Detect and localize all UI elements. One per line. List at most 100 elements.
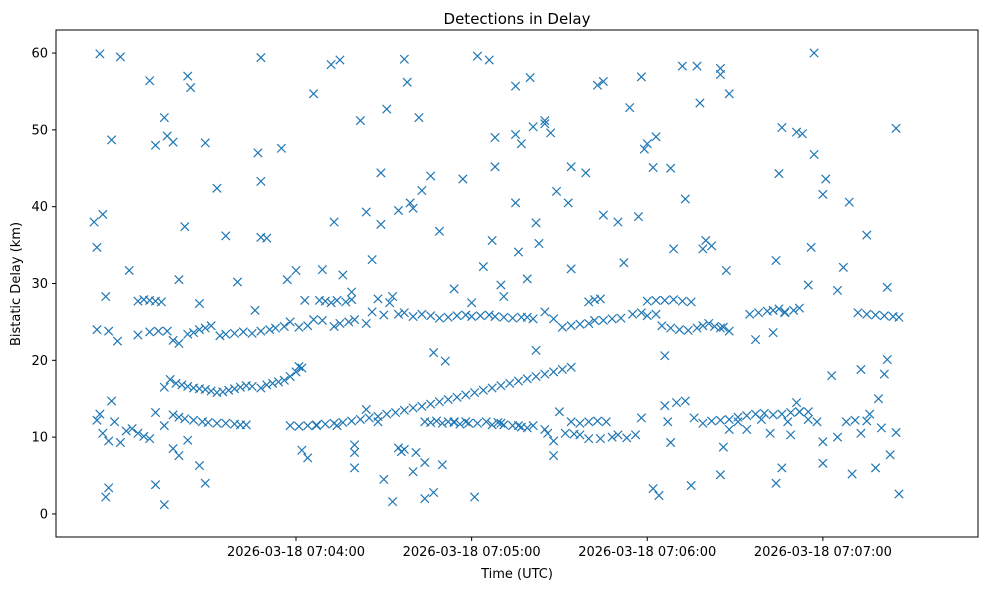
data-point	[630, 430, 641, 440]
data-point	[464, 418, 474, 428]
data-point	[513, 376, 524, 386]
data-point	[200, 478, 210, 488]
chart-title: Detections in Delay	[444, 10, 591, 28]
data-point	[876, 423, 887, 433]
data-point	[677, 61, 687, 71]
data-point	[329, 217, 339, 227]
data-point	[183, 381, 193, 392]
data-point	[440, 356, 450, 366]
data-point	[522, 274, 532, 284]
data-point	[452, 311, 462, 321]
data-point	[592, 80, 603, 90]
data-point	[267, 378, 278, 388]
data-point	[554, 407, 565, 417]
data-point	[865, 409, 875, 419]
data-point	[513, 247, 524, 257]
x-tick-label: 2026-03-18 07:07:00	[754, 545, 892, 560]
data-point	[651, 309, 661, 319]
data-point	[484, 55, 494, 65]
data-point	[724, 414, 734, 425]
data-point	[627, 309, 638, 319]
data-point	[666, 163, 676, 173]
data-point	[194, 324, 205, 335]
data-point	[402, 77, 412, 87]
data-point	[862, 309, 872, 319]
data-point	[200, 323, 210, 333]
data-point	[856, 428, 866, 438]
data-point	[692, 61, 702, 71]
data-point	[159, 382, 169, 392]
data-point	[256, 176, 266, 186]
data-point	[695, 98, 705, 108]
data-point	[619, 258, 629, 268]
data-point	[566, 162, 576, 172]
data-point	[285, 317, 295, 327]
data-point	[540, 119, 550, 129]
data-point	[467, 298, 477, 308]
data-point	[174, 412, 184, 422]
data-point	[607, 314, 617, 324]
data-point	[484, 310, 494, 320]
data-point	[326, 298, 336, 308]
data-point	[783, 417, 793, 427]
data-point	[838, 262, 848, 272]
data-point	[873, 394, 884, 404]
data-point	[317, 315, 327, 325]
data-point	[733, 417, 743, 427]
data-point	[106, 396, 117, 406]
data-point	[101, 492, 111, 502]
data-point	[832, 432, 843, 442]
data-point	[584, 297, 594, 307]
data-point	[112, 336, 123, 346]
data-point	[666, 323, 676, 333]
data-point	[194, 460, 205, 471]
data-point	[203, 417, 213, 428]
data-point	[329, 418, 339, 428]
data-point	[461, 417, 471, 427]
x-axis-ticks: 2026-03-18 07:04:00 2026-03-18 07:05:00 20…	[227, 537, 892, 560]
data-point	[188, 328, 199, 338]
data-point	[92, 242, 102, 253]
data-point	[393, 309, 404, 319]
data-point	[317, 265, 327, 275]
data-point	[540, 116, 550, 126]
data-point	[566, 362, 576, 372]
data-point	[499, 291, 509, 302]
data-point	[566, 264, 576, 274]
data-point	[546, 128, 556, 138]
data-point	[540, 369, 550, 379]
data-point	[677, 296, 687, 306]
data-point	[145, 434, 155, 444]
data-point	[698, 244, 708, 254]
data-point	[168, 444, 178, 454]
data-point	[780, 308, 790, 318]
data-point	[262, 233, 272, 243]
data-point	[256, 53, 266, 63]
data-point	[534, 238, 544, 249]
data-point	[698, 321, 708, 331]
data-point	[666, 437, 676, 448]
x-tick-label: 2026-03-18 07:05:00	[403, 545, 541, 560]
data-point	[393, 443, 404, 453]
data-point	[408, 311, 418, 322]
data-point	[104, 436, 114, 446]
data-point	[276, 143, 287, 153]
data-point	[417, 185, 427, 196]
data-point	[806, 242, 816, 253]
data-point	[399, 405, 409, 415]
data-point	[180, 414, 190, 424]
data-point	[642, 311, 652, 321]
data-point	[156, 297, 166, 307]
data-point	[478, 385, 488, 395]
data-point	[540, 307, 550, 317]
data-point	[788, 305, 799, 316]
data-point	[557, 322, 567, 332]
data-point	[581, 168, 591, 178]
data-point	[200, 384, 210, 395]
data-point	[376, 219, 386, 229]
data-point	[265, 324, 275, 335]
data-point	[742, 424, 752, 435]
data-point	[221, 329, 231, 339]
data-point	[499, 420, 509, 430]
